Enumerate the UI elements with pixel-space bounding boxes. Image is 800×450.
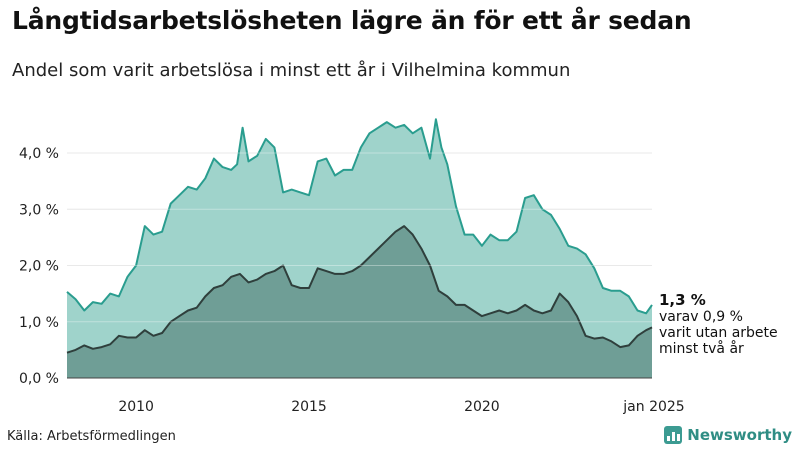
y-tick-label: 3,0 % [19,202,59,218]
source-note: Källa: Arbetsförmedlingen [7,429,176,444]
y-tick-label: 1,0 % [19,315,59,331]
x-tick-label: jan 2025 [622,399,684,415]
annotation-line-2: varit utan arbete [659,325,778,341]
chart-title: Långtidsarbetslösheten lägre än för ett … [12,6,692,35]
x-tick-label: 2020 [464,399,500,415]
chart-subtitle: Andel som varit arbetslösa i minst ett å… [12,60,571,81]
axis-layer: 0,0 % 1,0 % 2,0 % 3,0 % 4,0 % 2010 2015 2020 jan… [19,146,685,415]
y-tick-label: 2,0 % [19,259,59,275]
y-tick-label: 4,0 % [19,146,59,162]
bar-chart-icon [664,426,683,444]
area-layer [66,118,653,379]
annotation-line-3: minst två år [659,340,744,357]
annotation-end-value: 1,3 % [659,291,706,309]
line-total [66,118,653,315]
y-tick-label: 0,0 % [19,371,59,387]
x-tick-label: 2015 [291,399,327,415]
annotation-line-1: varav 0,9 % [659,309,743,325]
brand-logo[interactable]: Newsworthy [664,426,792,444]
area-two_years [67,226,652,378]
line-two_years [66,225,653,354]
x-tick-label: 2010 [118,399,154,415]
brand-name: Newsworthy [687,426,792,444]
